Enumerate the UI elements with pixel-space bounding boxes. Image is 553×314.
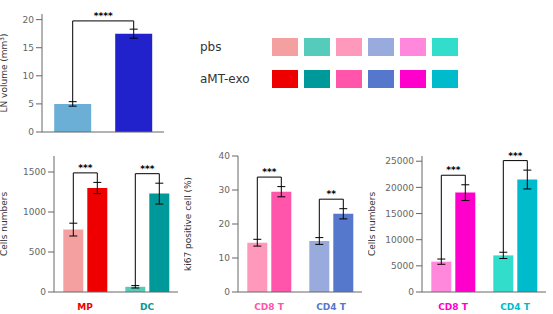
svg-text:40: 40	[219, 151, 231, 161]
svg-text:***: ***	[140, 164, 154, 174]
svg-text:***: ***	[508, 151, 522, 161]
svg-text:CD8 T: CD8 T	[438, 302, 468, 312]
svg-text:0: 0	[28, 127, 34, 137]
svg-text:DC: DC	[140, 302, 154, 312]
html-text:aMT-exo: aMT-exo	[200, 72, 250, 86]
svg-text:LN volume (mm³): LN volume (mm³)	[8, 34, 9, 113]
svg-text:***: ***	[78, 163, 92, 173]
svg-text:30: 30	[219, 185, 231, 195]
svg-text:***: ***	[262, 167, 276, 177]
svg-text:5000: 5000	[391, 261, 414, 271]
svg-text:CD8 T: CD8 T	[254, 302, 284, 312]
svg-text:Cells numbers: Cells numbers	[368, 192, 377, 256]
svg-text:5: 5	[28, 99, 34, 109]
svg-text:500: 500	[29, 247, 46, 257]
svg-text:****: ****	[94, 11, 113, 21]
svg-text:1000: 1000	[23, 207, 46, 217]
svg-text:20: 20	[219, 219, 231, 229]
svg-text:0: 0	[408, 287, 414, 297]
svg-text:10: 10	[23, 71, 35, 81]
svg-text:1500: 1500	[23, 167, 46, 177]
svg-text:CD4 T: CD4 T	[500, 302, 530, 312]
svg-text:CD4 T: CD4 T	[316, 302, 346, 312]
svg-text:0: 0	[224, 287, 230, 297]
svg-text:***: ***	[446, 165, 460, 175]
svg-text:20: 20	[23, 15, 35, 25]
svg-text:ki67 positive cell (%): ki67 positive cell (%)	[184, 177, 193, 271]
svg-text:15: 15	[23, 43, 34, 53]
svg-text:15000: 15000	[385, 209, 414, 219]
svg-text:10: 10	[219, 253, 231, 263]
svg-text:0: 0	[40, 287, 46, 297]
svg-text:**: **	[327, 189, 337, 199]
svg-text:Cells numbers: Cells numbers	[8, 192, 9, 256]
svg-text:25000: 25000	[385, 156, 414, 166]
svg-text:20000: 20000	[385, 183, 414, 193]
svg-text:MP: MP	[77, 302, 93, 312]
html-text:pbs: pbs	[200, 40, 222, 54]
svg-text:10000: 10000	[385, 235, 414, 245]
